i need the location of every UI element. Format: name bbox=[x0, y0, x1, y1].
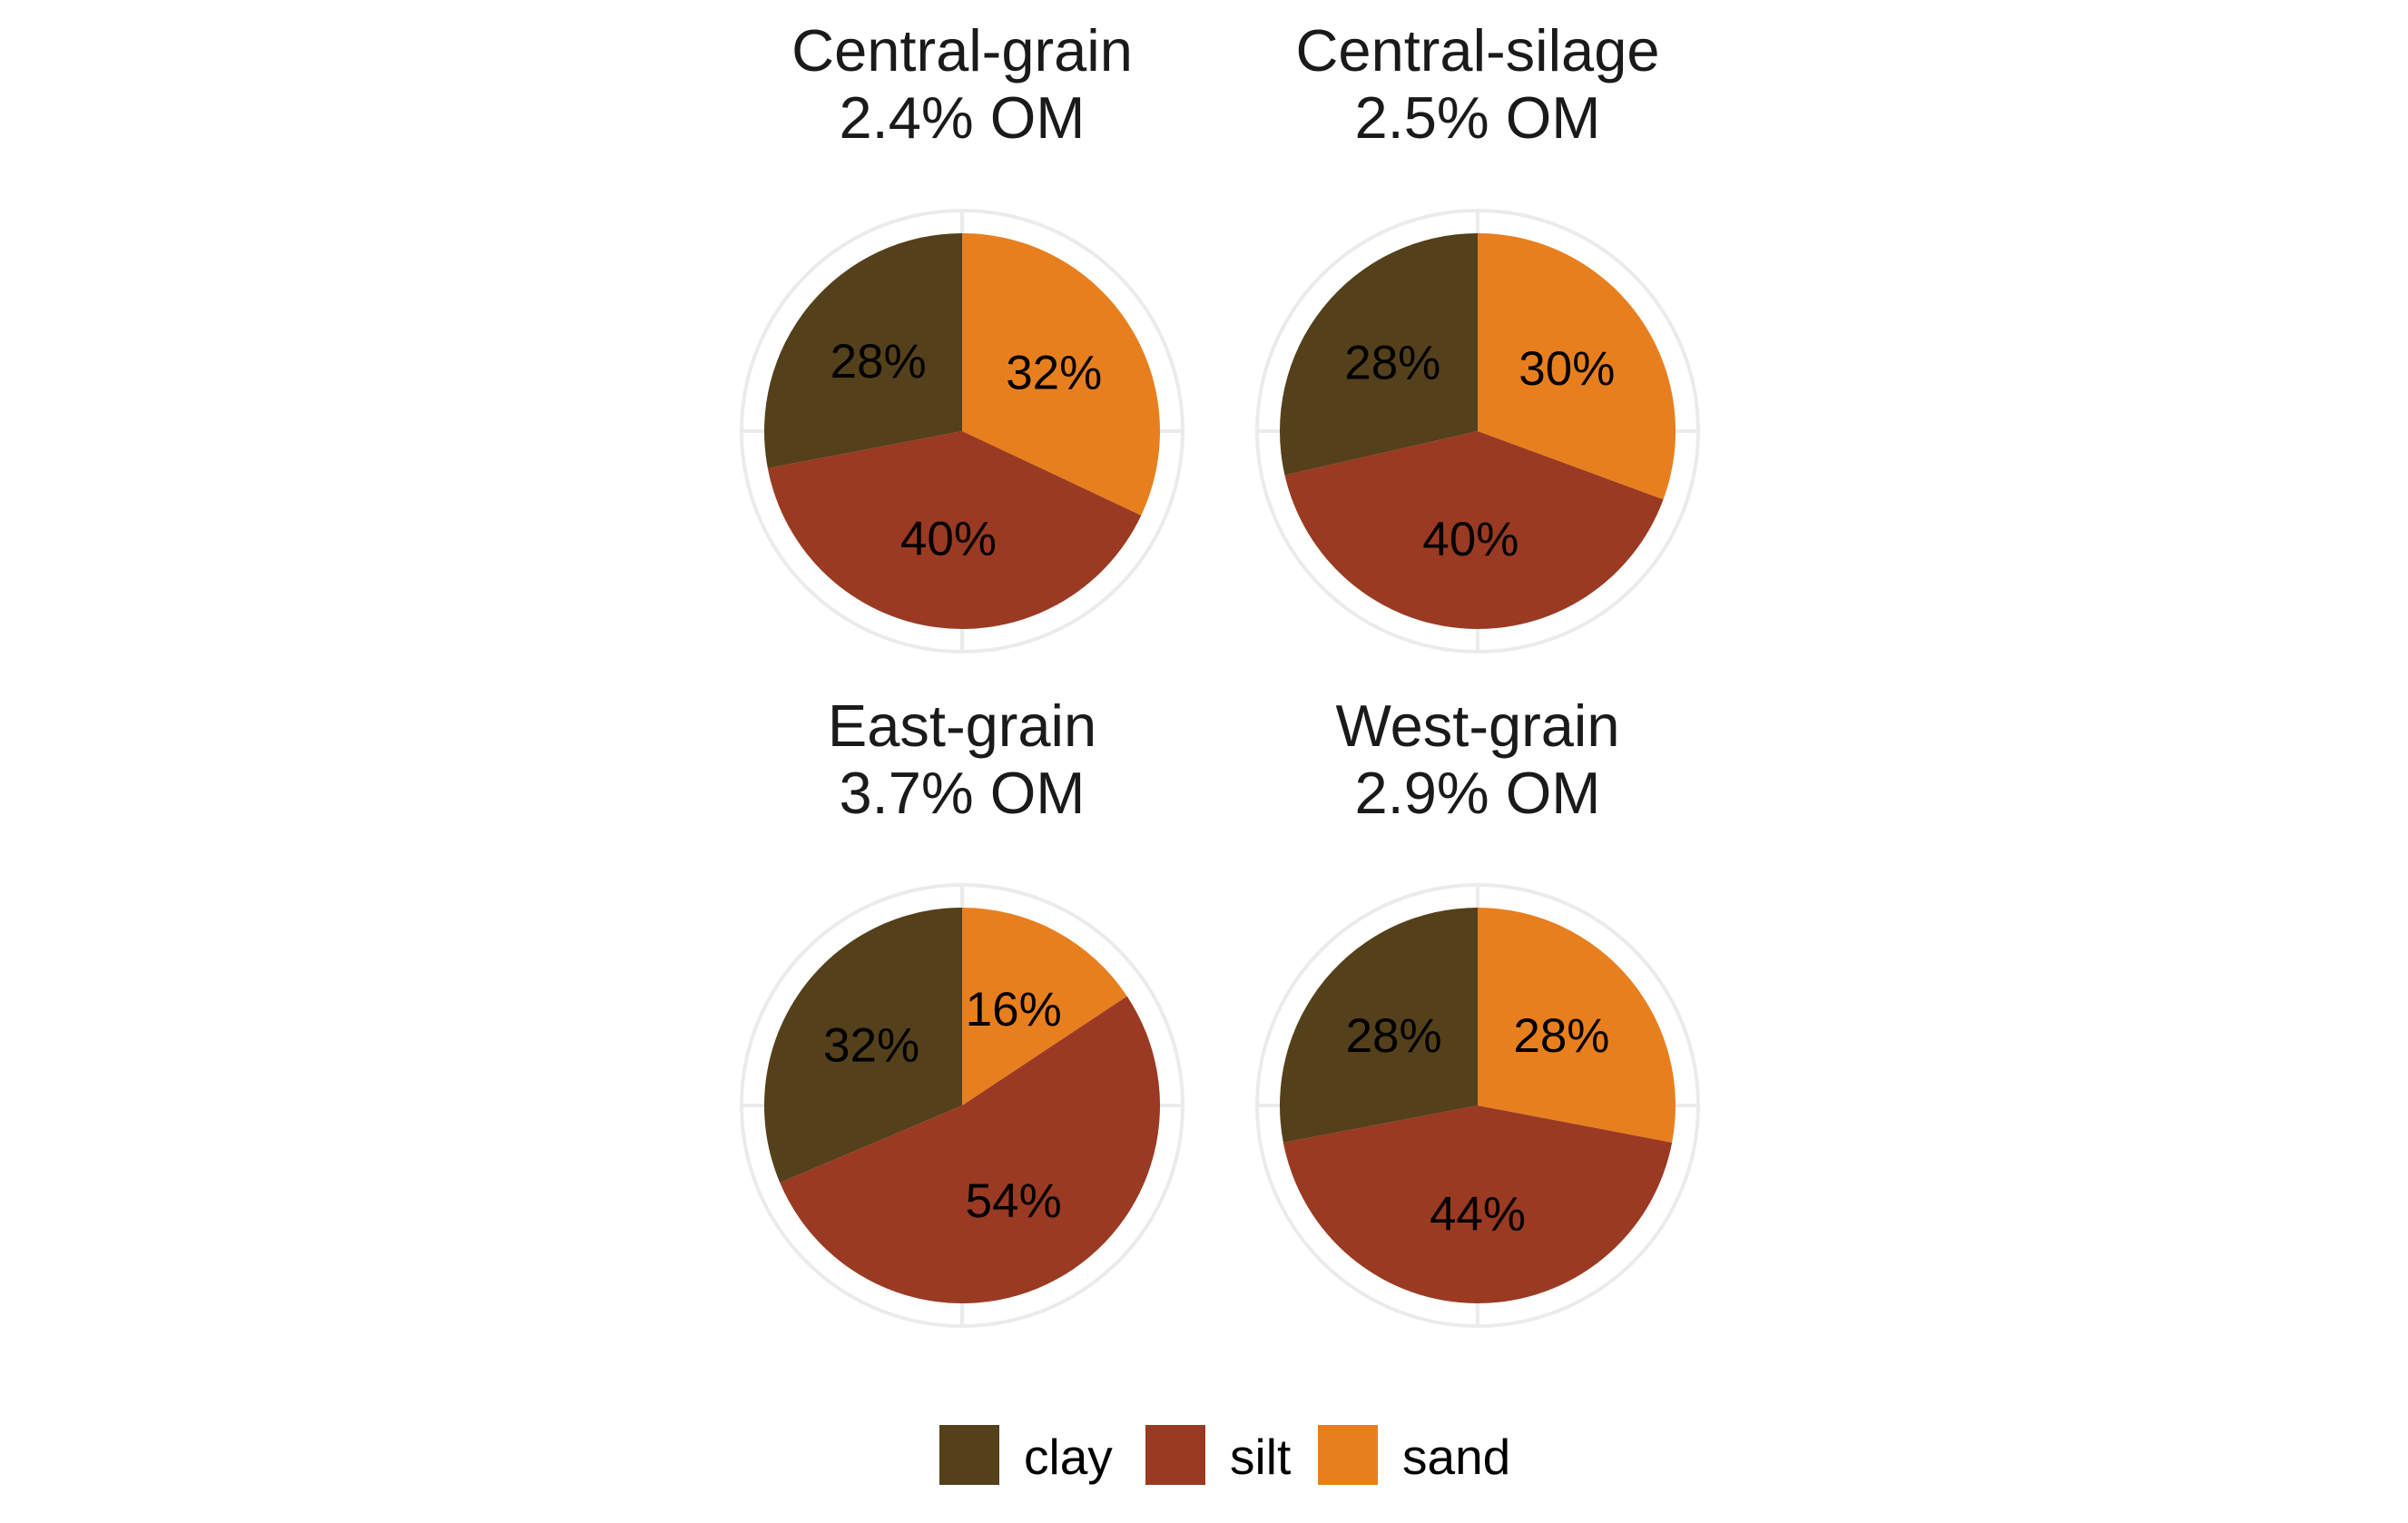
panel-title-line: West-grain bbox=[1335, 693, 1619, 759]
slice-label-sand: 28% bbox=[1513, 1009, 1609, 1063]
legend: clay silt sand bbox=[939, 1425, 1510, 1485]
slice-label-clay: 28% bbox=[1344, 337, 1440, 390]
slice-label-silt: 54% bbox=[966, 1174, 1062, 1228]
slice-label-clay: 32% bbox=[823, 1018, 919, 1072]
pie-slice-sand bbox=[962, 908, 1127, 1105]
panel-title-line: 2.5% OM bbox=[1355, 84, 1601, 151]
panel-title-line: 2.9% OM bbox=[1355, 760, 1601, 826]
legend-label-silt: silt bbox=[1230, 1429, 1291, 1485]
legend-item-sand: sand bbox=[1318, 1425, 1510, 1485]
pie-slice-clay bbox=[1279, 233, 1478, 476]
panel-title-line: East-grain bbox=[828, 693, 1096, 759]
panel-title-line: 2.4% OM bbox=[840, 84, 1086, 151]
pie-slice-sand bbox=[1478, 908, 1676, 1143]
slice-label-silt: 40% bbox=[900, 512, 997, 565]
legend-item-clay: clay bbox=[939, 1425, 1113, 1485]
panel-title-line: Central-silage bbox=[1295, 17, 1659, 84]
panel-title-line: Central-grain bbox=[791, 17, 1133, 84]
legend-swatch-silt bbox=[1145, 1425, 1205, 1485]
legend-label-sand: sand bbox=[1402, 1429, 1510, 1485]
slice-label-sand: 32% bbox=[1006, 346, 1102, 399]
panel-title-line: 3.7% OM bbox=[840, 760, 1086, 826]
pie-slice-clay bbox=[764, 908, 962, 1183]
legend-item-silt: silt bbox=[1145, 1425, 1291, 1485]
pie-slice-sand bbox=[1478, 233, 1676, 500]
legend-swatch-clay bbox=[939, 1425, 999, 1485]
pie-slice-silt bbox=[1284, 431, 1664, 630]
slice-label-silt: 40% bbox=[1422, 513, 1519, 566]
pie-slice-sand bbox=[962, 233, 1160, 516]
slice-label-clay: 28% bbox=[831, 335, 927, 388]
pie-slice-clay bbox=[1280, 908, 1478, 1143]
pie-slice-silt bbox=[767, 431, 1142, 630]
pie-slice-silt bbox=[780, 996, 1161, 1304]
slice-label-sand: 30% bbox=[1519, 342, 1615, 396]
legend-label-clay: clay bbox=[1024, 1429, 1113, 1485]
pie-slice-silt bbox=[1283, 1105, 1673, 1304]
legend-swatch-sand bbox=[1318, 1425, 1378, 1485]
slice-label-clay: 28% bbox=[1346, 1009, 1442, 1063]
slice-label-sand: 16% bbox=[966, 983, 1062, 1037]
pie-slice-clay bbox=[764, 233, 962, 468]
slice-label-silt: 44% bbox=[1430, 1187, 1526, 1241]
